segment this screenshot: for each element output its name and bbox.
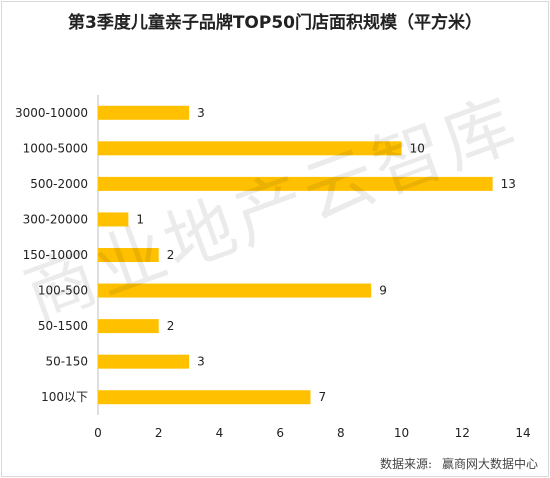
data-label-3: 1 (136, 212, 144, 226)
x-tick-label-1: 2 (155, 426, 163, 440)
bar-2 (98, 176, 493, 191)
data-label-5: 9 (379, 284, 387, 298)
x-tick-label-2: 4 (216, 426, 224, 440)
x-tick-label-4: 8 (337, 426, 345, 440)
x-tick-label-7: 14 (515, 426, 530, 440)
data-label-1: 10 (410, 141, 425, 155)
bar-0 (98, 105, 190, 120)
data-label-2: 13 (501, 177, 516, 191)
data-label-8: 7 (319, 390, 327, 404)
category-label-0: 3000-10000 (15, 106, 88, 120)
chart-title: 第3季度儿童亲子品牌TOP50门店面积规模（平方米） (68, 13, 482, 33)
category-label-2: 500-2000 (30, 177, 88, 191)
x-tick-label-5: 10 (394, 426, 409, 440)
x-tick-label-0: 0 (94, 426, 102, 440)
category-label-8: 100以下 (41, 390, 88, 404)
source-value: 赢商网大数据中心 (441, 457, 538, 471)
bar-8 (98, 390, 311, 405)
category-label-3: 300-20000 (23, 212, 88, 226)
bar-5 (98, 283, 372, 298)
bar-3 (98, 212, 129, 227)
data-label-7: 3 (197, 355, 205, 369)
source-note: 数据来源: 赢商网大数据中心 (370, 455, 538, 472)
category-label-5: 100-500 (38, 284, 88, 298)
category-label-4: 150-10000 (23, 248, 88, 262)
x-tick-label-6: 12 (455, 426, 470, 440)
data-label-4: 2 (167, 248, 175, 262)
category-label-6: 50-1500 (38, 319, 88, 333)
data-label-6: 2 (167, 319, 175, 333)
bar-7 (98, 354, 190, 369)
bar-4 (98, 248, 159, 262)
x-tick-label-3: 6 (276, 426, 284, 440)
data-label-0: 3 (197, 106, 205, 120)
category-label-7: 50-150 (45, 355, 88, 369)
category-label-1: 1000-5000 (23, 141, 88, 155)
bar-6 (98, 319, 159, 334)
source-label: 数据来源: (379, 457, 432, 471)
bar-1 (98, 141, 402, 156)
